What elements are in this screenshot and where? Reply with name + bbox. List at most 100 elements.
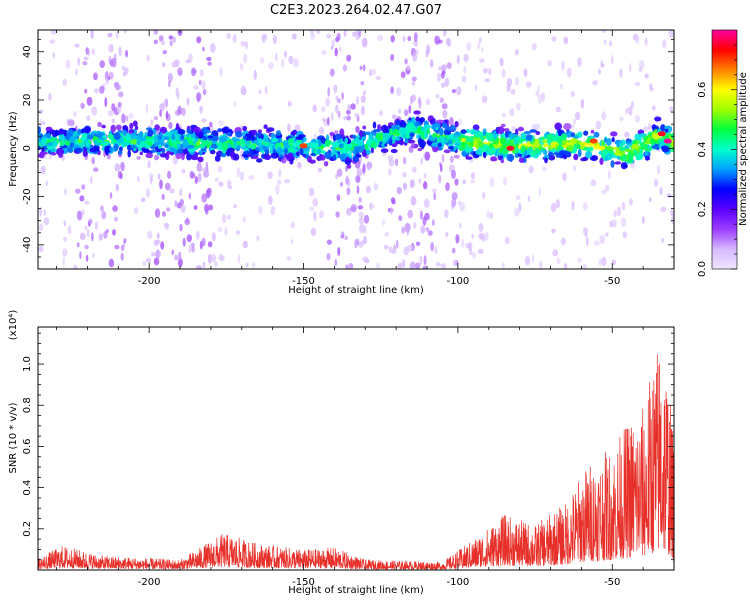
heatmap-cell: [441, 154, 445, 163]
heatmap-cell: [484, 231, 489, 241]
heatmap-cell: [136, 156, 141, 160]
heatmap-cell: [209, 149, 216, 155]
heatmap-cell: [140, 197, 146, 203]
heatmap-cell: [411, 81, 416, 86]
heatmap-cell: [308, 187, 315, 197]
heatmap-cell: [167, 72, 173, 83]
heatmap-cell: [358, 216, 364, 225]
heatmap-cell: [121, 113, 126, 124]
heatmap-cell: [555, 144, 559, 148]
heatmap-cell: [531, 42, 537, 51]
heatmap-cell: [458, 118, 462, 127]
heatmap-cell: [94, 88, 99, 94]
heatmap-cell: [181, 152, 185, 161]
heatmap-cell: [354, 148, 359, 154]
heatmap-cell: [463, 53, 469, 63]
heatmap-cell: [644, 135, 648, 140]
heatmap-cell: [52, 51, 56, 59]
heatmap-cell: [114, 163, 121, 172]
heatmap-cell: [316, 30, 321, 35]
heatmap-cell: [236, 167, 241, 178]
heatmap-cell: [560, 237, 566, 245]
heatmap-cell: [555, 153, 561, 158]
heatmap-cell: [335, 211, 340, 218]
heatmap-cell: [363, 236, 368, 245]
heatmap-cell: [218, 181, 224, 187]
heatmap-cell: [408, 104, 412, 114]
heatmap-cell: [201, 80, 206, 90]
heatmap-cell: [358, 196, 362, 203]
heatmap-cell: [619, 150, 626, 154]
heatmap-cell: [242, 216, 246, 223]
heatmap-cell: [348, 150, 352, 158]
heatmap-cell: [359, 129, 363, 138]
heatmap-cell: [43, 209, 46, 217]
heatmap-cell: [609, 220, 613, 228]
x-tick-label: -150: [292, 577, 315, 588]
heatmap-cell: [232, 138, 241, 142]
heatmap-cell: [373, 129, 381, 133]
heatmap-cell: [179, 188, 183, 197]
heatmap-cell: [270, 152, 279, 159]
heatmap-cell: [439, 164, 443, 173]
heatmap-cell: [390, 86, 394, 94]
heatmap-cell: [287, 152, 294, 161]
heatmap-cell: [407, 209, 414, 219]
heatmap-cell: [388, 158, 395, 167]
heatmap-cell: [104, 145, 112, 153]
heatmap-cell: [111, 57, 117, 68]
heatmap-cell: [172, 36, 176, 44]
heatmap-cell: [404, 109, 408, 116]
heatmap-cell: [202, 46, 205, 52]
heatmap-cell: [142, 260, 146, 267]
heatmap-cell: [358, 136, 363, 140]
heatmap-cell: [630, 101, 635, 109]
heatmap-cell: [81, 132, 88, 141]
heatmap-cell: [518, 157, 525, 163]
heatmap-cell: [339, 46, 342, 52]
heatmap-cell: [395, 135, 400, 141]
heatmap-cell: [411, 76, 417, 82]
heatmap-cell: [159, 103, 165, 112]
heatmap-cell: [613, 210, 617, 218]
heatmap-cell: [629, 198, 633, 206]
heatmap-cell: [81, 184, 86, 190]
heatmap-cell: [278, 168, 282, 178]
heatmap-cell: [619, 146, 627, 152]
heatmap-cell: [157, 135, 163, 141]
heatmap-cell: [481, 95, 488, 104]
heatmap-cell: [547, 60, 553, 67]
heatmap-cell: [120, 141, 127, 146]
heatmap-cell: [81, 209, 85, 216]
heatmap-cell: [575, 111, 581, 121]
heatmap-cell: [611, 219, 617, 228]
heatmap-cell: [525, 134, 533, 141]
heatmap-cell: [400, 71, 406, 79]
heatmap-cell: [438, 174, 442, 184]
heatmap-cell: [477, 42, 481, 50]
heatmap-cell: [309, 142, 317, 147]
heatmap-cell: [91, 106, 98, 116]
heatmap-cell: [186, 97, 190, 106]
heatmap-cell: [255, 132, 262, 137]
heatmap-cell: [91, 48, 96, 55]
heatmap-cell: [634, 133, 641, 141]
heatmap-cell: [72, 132, 80, 137]
x-tick-label: -50: [604, 276, 620, 287]
heatmap-cell: [369, 202, 373, 211]
colorbar-ticks: 0.0 0.2 0.4 0.6: [697, 44, 737, 277]
heatmap-cell: [127, 149, 131, 158]
heatmap-cell: [413, 32, 418, 42]
heatmap-cell: [500, 159, 504, 164]
colorbar-tick-label: 0.2: [697, 201, 708, 217]
heatmap-cell: [134, 207, 139, 214]
heatmap-cell: [346, 109, 351, 115]
heatmap-cell: [653, 178, 659, 187]
heatmap-cell: [601, 189, 607, 195]
heatmap-cell: [362, 64, 366, 72]
colorbar-label: Normalized spectral amplitude: [738, 72, 749, 226]
heatmap-cell: [514, 145, 519, 154]
heatmap-cell: [449, 116, 454, 127]
heatmap-cell: [396, 87, 402, 96]
heatmap-cell: [441, 122, 448, 129]
